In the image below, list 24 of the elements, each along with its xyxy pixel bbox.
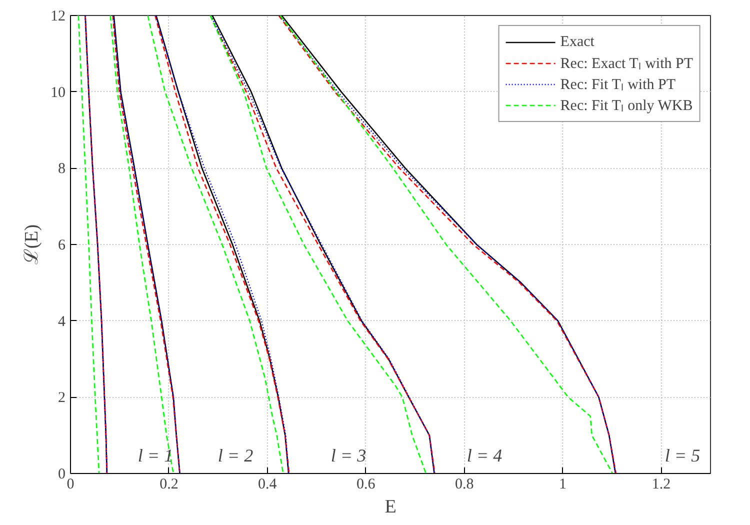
y-tick-label: 0 [58,466,66,482]
annotation: l = 1 [138,446,174,466]
x-tick-label: 0.4 [258,476,278,492]
x-tick-label: 0.6 [356,476,376,492]
annotation: l = 3 [330,446,366,466]
y-axis-title: ℒ(E) [22,224,42,265]
annotation: l = 2 [218,446,254,466]
x-tick-label: 0.8 [454,476,474,492]
annotation: l = 4 [466,446,502,466]
legend-label: Rec: Exact Tₗ with PT [560,55,693,73]
y-tick-label: 6 [58,238,66,254]
y-tick-label: 8 [58,161,66,178]
x-tick-label: 0.2 [160,476,178,492]
y-tick-label: 12 [50,8,66,24]
x-tick-label: 1 [559,476,567,492]
y-tick-label: 2 [58,390,66,406]
y-tick-label: 10 [50,84,66,101]
legend-label: Exact [560,34,594,50]
x-tick-label: 1.2 [652,476,671,492]
annotation: l = 5 [664,446,700,466]
x-axis-title: E [384,496,396,518]
y-tick-label: 4 [58,314,66,330]
legend-label: Rec: Fit Tₗ with PT [560,76,676,94]
legend-label: Rec: Fit Tₗ only WKB [560,97,693,115]
